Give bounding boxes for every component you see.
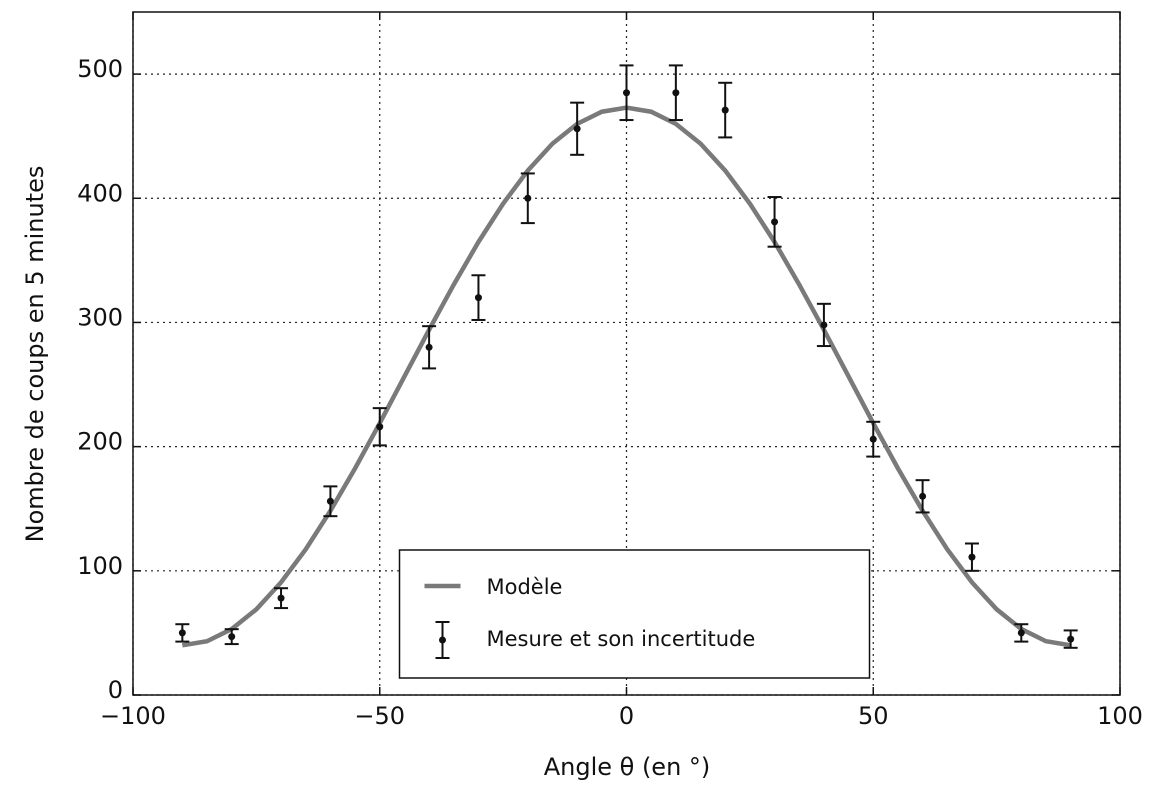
data-point xyxy=(771,218,779,226)
x-tick-label: 0 xyxy=(619,702,634,730)
legend-label: Mesure et son incertitude xyxy=(487,627,756,651)
data-point xyxy=(919,492,927,500)
data-point xyxy=(820,321,828,329)
data-point xyxy=(474,294,482,302)
plot-frame xyxy=(132,11,1121,696)
y-tick-label: 500 xyxy=(77,55,123,83)
y-tick-label: 0 xyxy=(108,676,123,704)
data-point xyxy=(228,633,236,641)
y-tick-label: 300 xyxy=(77,303,123,331)
x-tick-label: −100 xyxy=(100,702,166,730)
x-tick-label: −50 xyxy=(354,702,405,730)
data-point xyxy=(1067,635,1075,643)
data-point xyxy=(326,497,334,505)
legend-label: Modèle xyxy=(487,575,563,599)
x-tick-label: 50 xyxy=(858,702,889,730)
data-point xyxy=(524,194,532,202)
data-point xyxy=(869,435,877,443)
y-tick-label: 400 xyxy=(77,179,123,207)
y-tick-label: 200 xyxy=(77,428,123,456)
data-point xyxy=(721,106,729,114)
data-point xyxy=(277,594,285,602)
x-tick-label: 100 xyxy=(1097,702,1143,730)
legend-box xyxy=(398,549,871,679)
data-point xyxy=(573,125,581,133)
data-point xyxy=(623,89,630,97)
y-tick-label: 100 xyxy=(77,552,123,580)
data-point xyxy=(968,553,976,561)
y-axis-label: Nombre de coups en 5 minutes xyxy=(21,166,49,543)
x-axis-label: Angle θ (en °) xyxy=(544,753,711,781)
data-point xyxy=(1017,629,1025,637)
data-point xyxy=(672,89,680,97)
legend-swatch xyxy=(439,636,446,644)
data-point xyxy=(425,343,433,351)
data-point xyxy=(376,423,384,431)
data-point xyxy=(178,629,186,637)
